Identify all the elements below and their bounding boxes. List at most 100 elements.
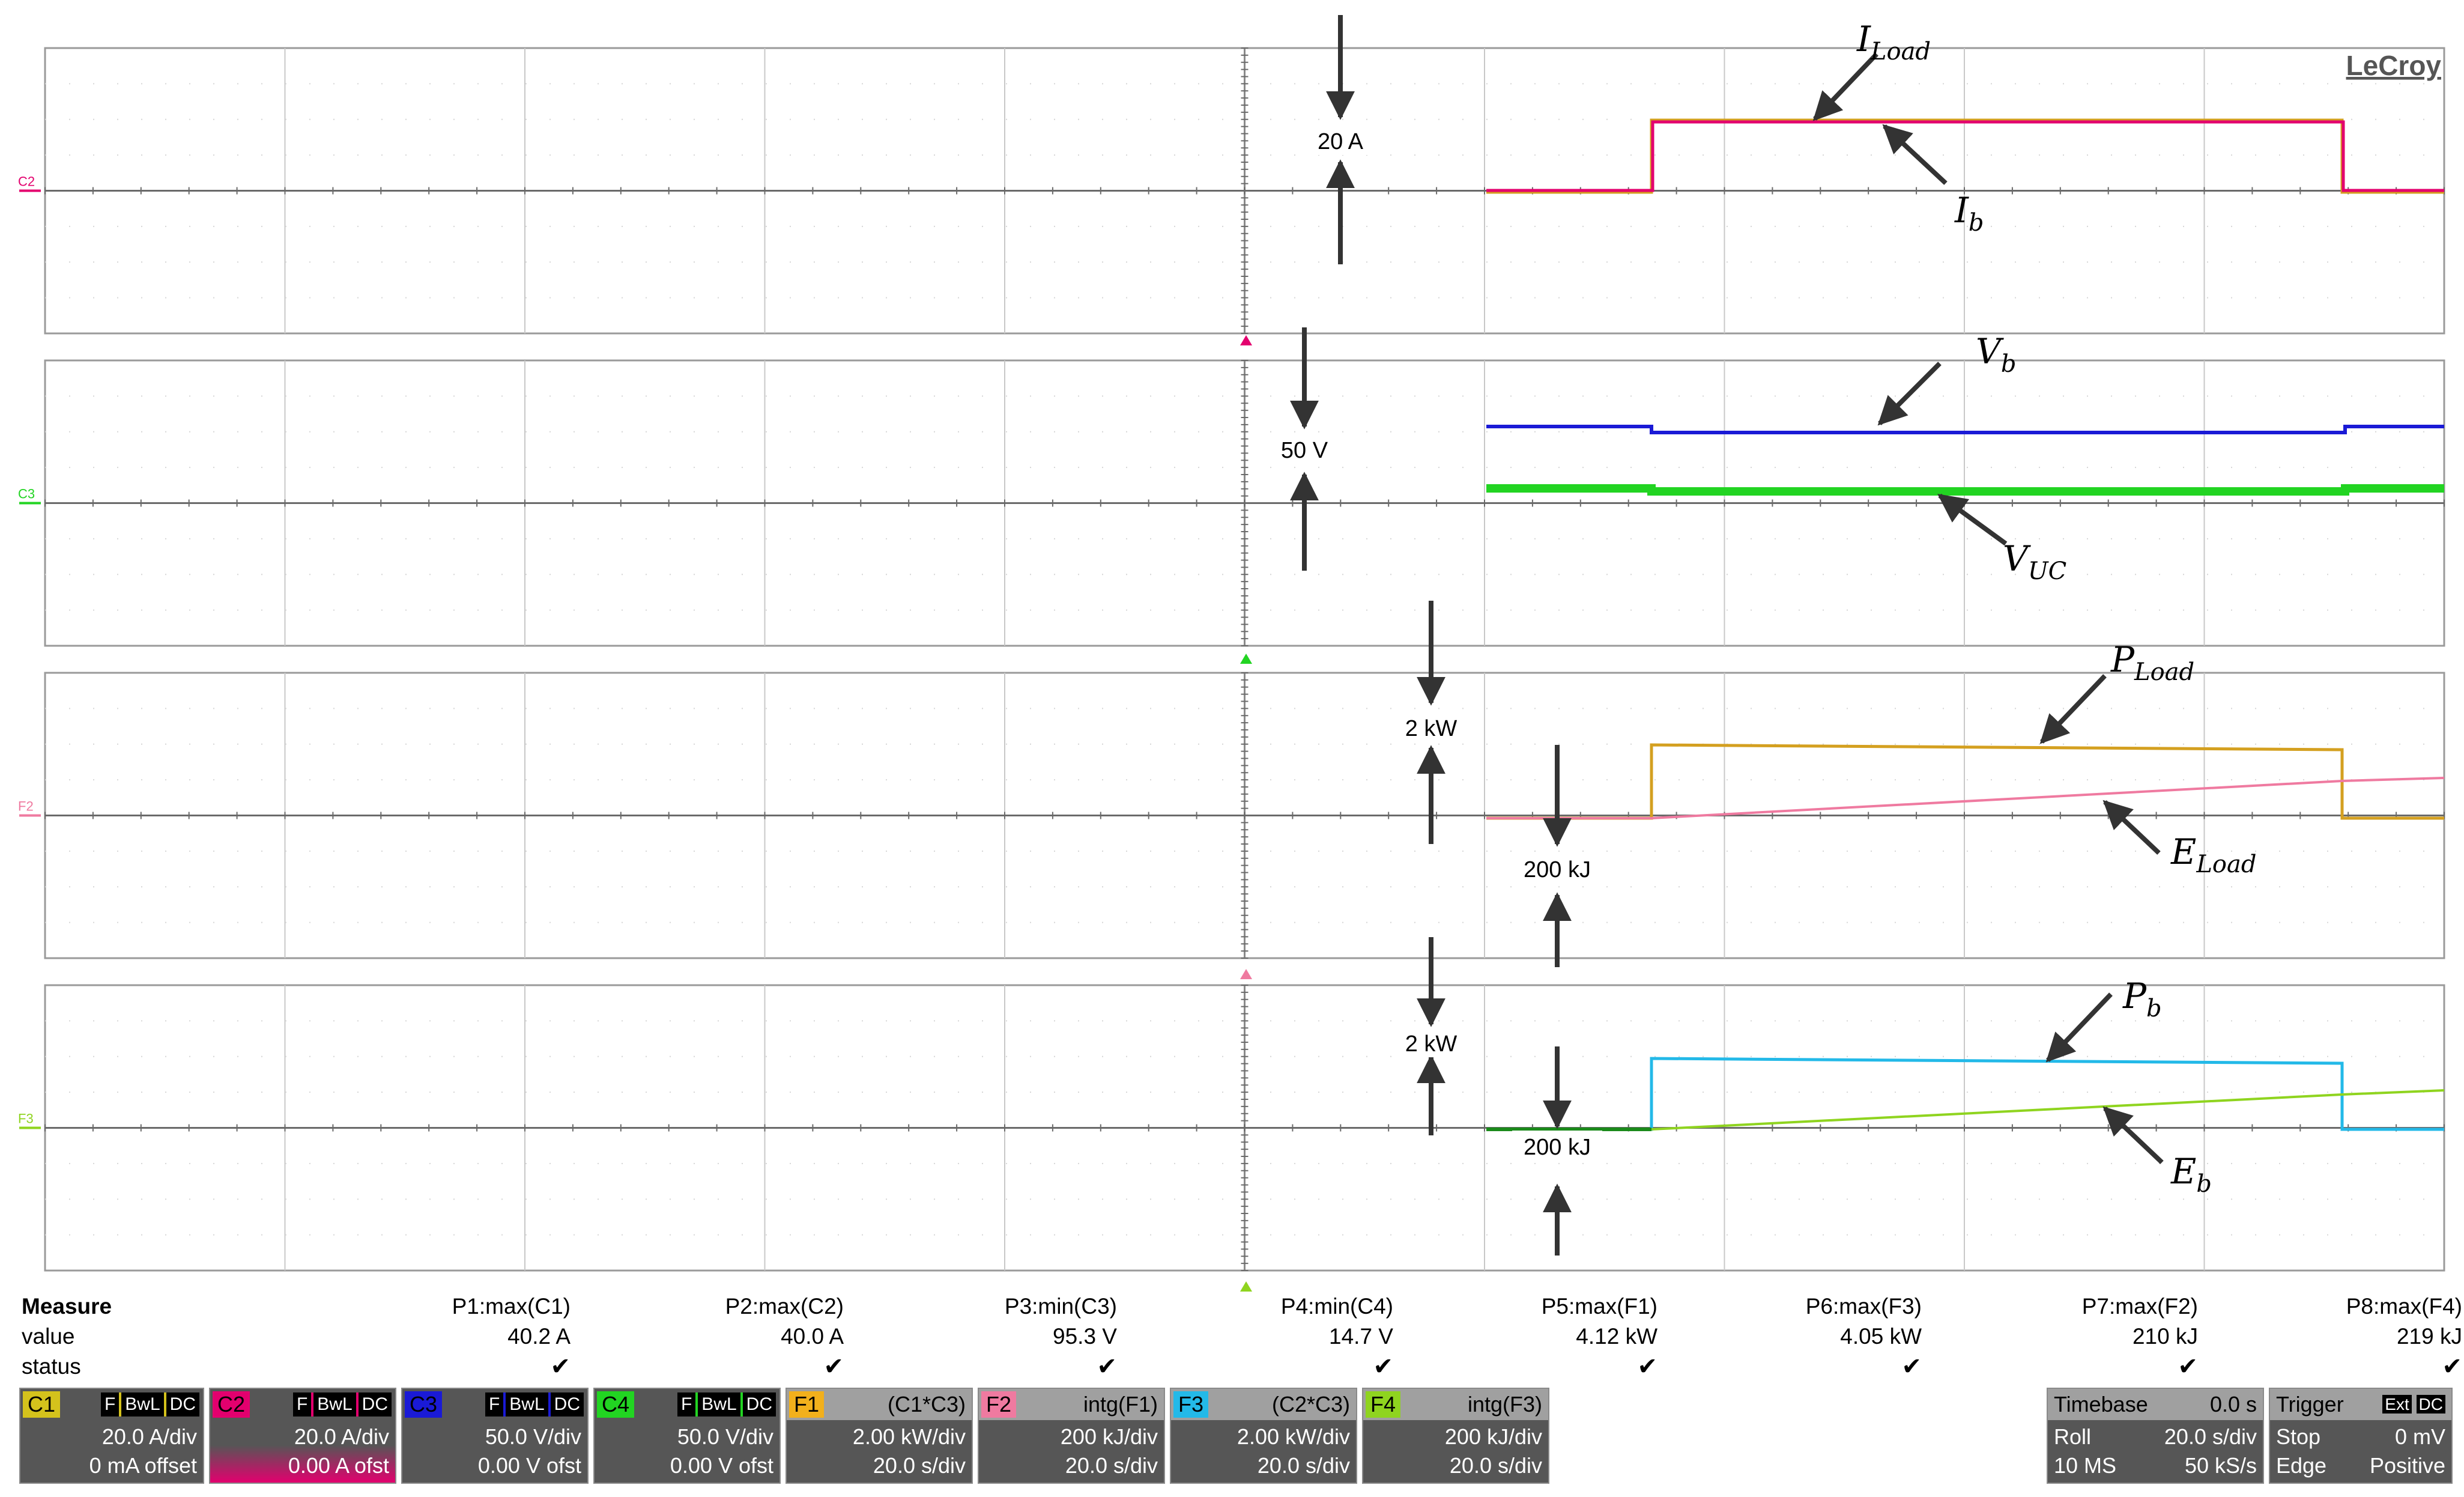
measure-param-1[interactable]: P1:max(C1) 40.2 A ✔ [318,1292,571,1382]
measure-param-8[interactable]: P8:max(F4) 219 kJ ✔ [2210,1292,2462,1382]
scale-label-current: 20 A [1318,129,1364,154]
flag-bwl: BwL [313,1392,356,1417]
measure-param-3[interactable]: P3:min(C3) 95.3 V ✔ [865,1292,1117,1382]
trigger-source-flags: Ext DC [2382,1394,2445,1415]
label-i-b: Ib [1954,190,1984,237]
channel-offset: 0.00 V ofst [477,1453,581,1478]
channel-scale: 20.0 A/div [101,1424,197,1449]
scale-arrows [1290,15,2164,1256]
scale-label-energy-3: 200 kJ [1524,857,1591,882]
flag-dc: DC [742,1392,776,1417]
channel-scale: 20.0 A/div [294,1424,389,1449]
flag-f: F [292,1392,312,1417]
measure-row-value: value [22,1324,75,1349]
channel-scale: 50.0 V/div [677,1424,773,1449]
scale-label-energy-4: 200 kJ [1524,1135,1591,1160]
measure-param-6[interactable]: P6:max(F3) 4.05 kW ✔ [1669,1292,1922,1382]
trigger-marker-2 [1240,654,1252,664]
scale-label-voltage: 50 V [1281,438,1328,463]
status-check-icon: ✔ [550,1353,571,1380]
flag-bwl: BwL [698,1392,740,1417]
label-i-load: ILoad [1856,19,1931,65]
function-time: 20.0 s/div [873,1453,966,1478]
status-check-icon: ✔ [2178,1353,2198,1380]
param-value: 95.3 V [1053,1324,1117,1349]
param-value: 4.12 kW [1576,1324,1657,1349]
flag-bwl: BwL [121,1392,164,1417]
label-p-load: PLoad [2110,639,2194,686]
channel-box-c3[interactable]: C3 F BwL DC 50.0 V/div 0.00 V ofst [401,1388,589,1484]
function-scale: 200 kJ/div [1060,1424,1158,1449]
measure-param-5[interactable]: P5:max(F1) 4.12 kW ✔ [1405,1292,1657,1382]
function-scale: 2.00 kW/div [1237,1424,1350,1449]
label-v-uc: VUC [2003,538,2066,585]
channel-offset: 0.00 V ofst [670,1453,773,1478]
trace-i-load [1486,118,2444,194]
trace-p-b [1486,1057,2444,1131]
param-value: 40.2 A [507,1324,571,1349]
status-check-icon: ✔ [1637,1353,1657,1380]
param-name: P6:max(F3) [1805,1294,1922,1319]
measure-param-7[interactable]: P7:max(F2) 210 kJ ✔ [1946,1292,2198,1382]
flag-f: F [485,1392,504,1417]
function-expr: intg(F3) [1467,1392,1542,1417]
measure-header: Measure value status [22,1292,178,1382]
channel-tag: C2 [213,1391,250,1418]
scale-label-power-3: 2 kW [1405,716,1458,741]
flag-dc: DC [166,1392,199,1417]
function-scale: 2.00 kW/div [852,1424,966,1449]
function-time: 20.0 s/div [1257,1453,1350,1478]
function-expr: intg(F1) [1083,1392,1158,1417]
measure-param-4[interactable]: P4:min(C4) 14.7 V ✔ [1141,1292,1393,1382]
channel-offset: 0.00 A ofst [288,1453,389,1478]
function-box-f3[interactable]: F3 (C2*C3) 2.00 kW/div 20.0 s/div [1170,1388,1357,1484]
status-check-icon: ✔ [1901,1353,1922,1380]
channel-box-c4[interactable]: C4 F BwL DC 50.0 V/div 0.00 V ofst [593,1388,781,1484]
function-box-f2[interactable]: F2 intg(F1) 200 kJ/div 20.0 s/div [978,1388,1165,1484]
function-tag: F3 [1173,1391,1209,1418]
lecroy-logo: LeCroy [2346,50,2442,81]
param-name: P1:max(C1) [452,1294,571,1319]
grid-2: C3 [18,359,2445,647]
trigger-mode: Stop [2276,1424,2321,1449]
timebase-title: Timebase [2054,1392,2148,1417]
param-name: P3:min(C3) [1004,1294,1117,1319]
flag-bwl: BwL [506,1392,548,1417]
timebase-panel[interactable]: Timebase 0.0 s Roll 20.0 s/div 10 MS 50 … [2047,1388,2264,1484]
trigger-marker-4 [1240,1281,1252,1292]
param-value: 40.0 A [781,1324,844,1349]
trigger-title: Trigger [2276,1392,2344,1417]
param-name: P2:max(C2) [725,1294,844,1319]
timebase-delay: 0.0 s [2209,1392,2257,1417]
param-value: 4.05 kW [1840,1324,1922,1349]
status-check-icon: ✔ [2442,1353,2462,1380]
param-value: 210 kJ [2132,1324,2198,1349]
measure-title: Measure [22,1294,112,1319]
grid-channel-label: F2 [18,799,34,814]
trigger-marker-1 [1240,335,1252,345]
param-name: P5:max(F1) [1541,1294,1657,1319]
timebase-tdiv: 20.0 s/div [2164,1424,2257,1449]
function-box-f4[interactable]: F4 intg(F3) 200 kJ/div 20.0 s/div [1362,1388,1549,1484]
function-scale: 200 kJ/div [1444,1424,1542,1449]
measure-param-2[interactable]: P2:max(C2) 40.0 A ✔ [592,1292,844,1382]
flag-dc: DC [358,1392,392,1417]
flag-f: F [100,1392,120,1417]
trigger-panel[interactable]: Trigger Ext DC Stop 0 mV Edge Positive [2269,1388,2453,1484]
status-check-icon: ✔ [823,1353,844,1380]
param-value: 14.7 V [1329,1324,1393,1349]
trigger-marker-3 [1240,969,1252,979]
timebase-mode: Roll [2054,1424,2092,1449]
grid-channel-label: F3 [18,1111,34,1126]
grid-3: F2 [18,672,2445,959]
function-box-f1[interactable]: F1 (C1*C3) 2.00 kW/div 20.0 s/div [786,1388,973,1484]
trace-v-uc [1486,484,2444,496]
channel-box-c1[interactable]: C1 F BwL DC 20.0 A/div 0 mA offset [19,1388,204,1484]
label-e-b: Eb [2170,1151,2212,1198]
channel-offset: 0 mA offset [89,1453,197,1478]
trigger-type: Edge [2276,1453,2327,1478]
channel-box-c2[interactable]: C2 F BwL DC 20.0 A/div 0.00 A ofst [209,1388,396,1484]
channel-tag: C4 [597,1391,635,1418]
param-value: 219 kJ [2396,1324,2462,1349]
